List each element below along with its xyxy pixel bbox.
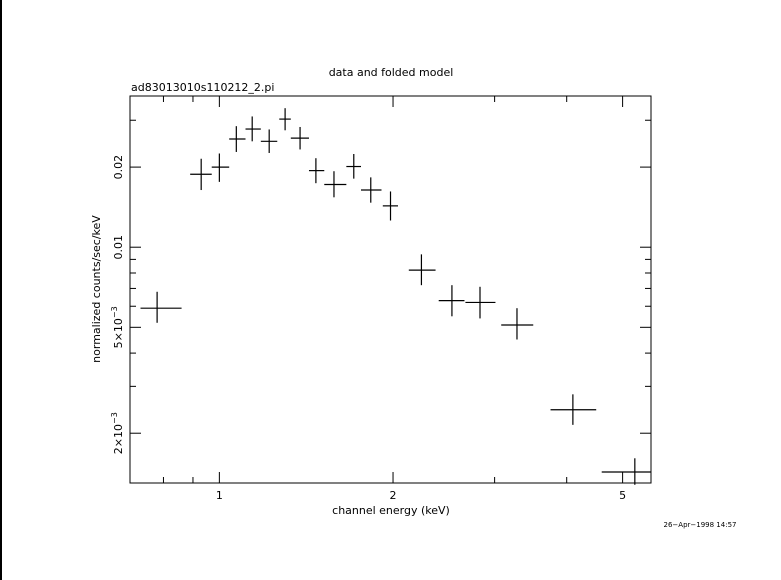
- data-point: [211, 153, 230, 182]
- window-left-edge: [0, 0, 2, 580]
- data-points: [140, 108, 651, 485]
- data-point: [279, 108, 291, 131]
- x-tick-labels: 1 2 5: [216, 489, 626, 502]
- axis-ticks: [130, 96, 651, 483]
- data-point: [324, 171, 347, 198]
- y-tick-exponent: −3: [110, 412, 119, 424]
- x-tick-label: 5: [619, 489, 626, 502]
- data-point: [140, 291, 182, 323]
- chart-title: data and folded model: [329, 66, 454, 79]
- data-point: [382, 191, 398, 221]
- data-point: [260, 129, 278, 153]
- y-axis-label: normalized counts/sec/keV: [90, 215, 103, 363]
- x-tick-label: 1: [216, 489, 223, 502]
- data-point: [408, 254, 436, 286]
- data-point: [550, 394, 597, 425]
- y-tick-label: 5×10−3: [110, 306, 125, 348]
- data-point: [308, 158, 325, 184]
- plot-frame: [129, 95, 652, 484]
- data-point: [438, 285, 465, 317]
- data-point: [229, 126, 246, 152]
- data-point: [361, 177, 382, 203]
- x-axis-label: channel energy (keV): [332, 504, 450, 517]
- data-point: [290, 126, 309, 150]
- data-point: [465, 286, 496, 319]
- y-tick-exponent: −3: [110, 306, 119, 318]
- y-tick-label: 2×10−3: [110, 412, 125, 454]
- chart-subtitle: ad83013010s110212_2.pi: [131, 81, 274, 94]
- y-tick-labels: 2×10−3 5×10−3 0.01 0.02: [110, 155, 125, 454]
- data-point: [501, 308, 534, 340]
- timestamp: 26−Apr−1998 14:57: [664, 521, 737, 529]
- y-tick-label: 0.02: [112, 155, 125, 180]
- data-point: [346, 154, 362, 179]
- data-point: [601, 458, 651, 485]
- x-tick-label: 2: [390, 489, 397, 502]
- data-point: [190, 158, 212, 191]
- y-tick-label: 0.01: [112, 235, 125, 260]
- data-point: [245, 116, 261, 142]
